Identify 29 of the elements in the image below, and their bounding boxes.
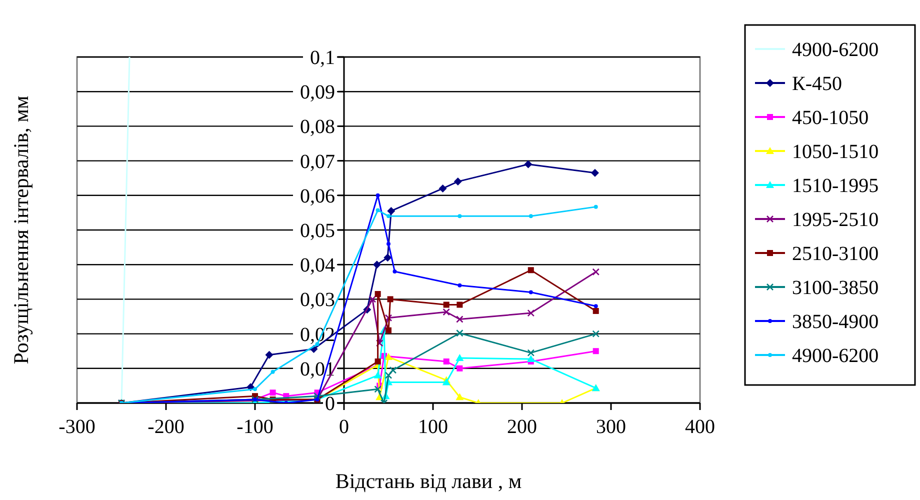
y-tick-label: 0,09 — [300, 82, 335, 104]
y-tick-label: 0 — [325, 393, 335, 415]
legend-label: 3850-4900 — [792, 311, 879, 333]
x-axis-title: Відстань від лави , м — [335, 469, 522, 493]
x-tick-label: -300 — [58, 416, 96, 438]
y-tick-label: 0,04 — [300, 254, 335, 277]
legend-label: К-450 — [792, 73, 842, 95]
x-tick-label: 400 — [685, 416, 715, 438]
legend-label: 2510-3100 — [792, 243, 879, 265]
x-tick-label: -100 — [236, 416, 274, 438]
y-tick-label: 0,03 — [300, 289, 335, 312]
legend-label: 1510-1995 — [792, 175, 879, 197]
x-tick-label: 100 — [418, 416, 448, 438]
y-tick-label: 0,06 — [300, 185, 335, 208]
x-tick-label: 200 — [507, 416, 537, 438]
legend-label: 1995-2510 — [792, 209, 879, 231]
y-tick-label: 0,05 — [300, 220, 335, 242]
y-axis-title: Розущільнення інтервалів, мм — [9, 96, 33, 364]
x-tick-label: 300 — [596, 416, 626, 438]
y-tick-label: 0,08 — [300, 116, 335, 138]
y-tick-label: 0,1 — [310, 47, 335, 69]
legend-label: 450-1050 — [792, 107, 869, 129]
x-tick-label: 0 — [339, 416, 349, 438]
legend-label: 1050-1510 — [792, 141, 879, 163]
y-tick-label: 0,07 — [300, 150, 335, 173]
legend-label: 4900-6200 — [792, 39, 879, 61]
legend-label: 3100-3850 — [792, 277, 879, 299]
legend-label: 4900-6200 — [792, 345, 879, 367]
x-tick-label: -200 — [148, 416, 184, 438]
